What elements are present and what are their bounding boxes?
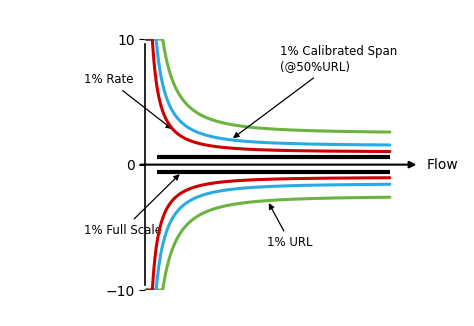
Text: 1% Rate: 1% Rate — [84, 73, 171, 128]
Text: Flow: Flow — [427, 158, 458, 171]
Text: 1% Full Scale: 1% Full Scale — [84, 175, 179, 237]
Text: 1% Calibrated Span
(@50%URL): 1% Calibrated Span (@50%URL) — [234, 46, 397, 137]
Text: 1% URL: 1% URL — [267, 204, 313, 249]
